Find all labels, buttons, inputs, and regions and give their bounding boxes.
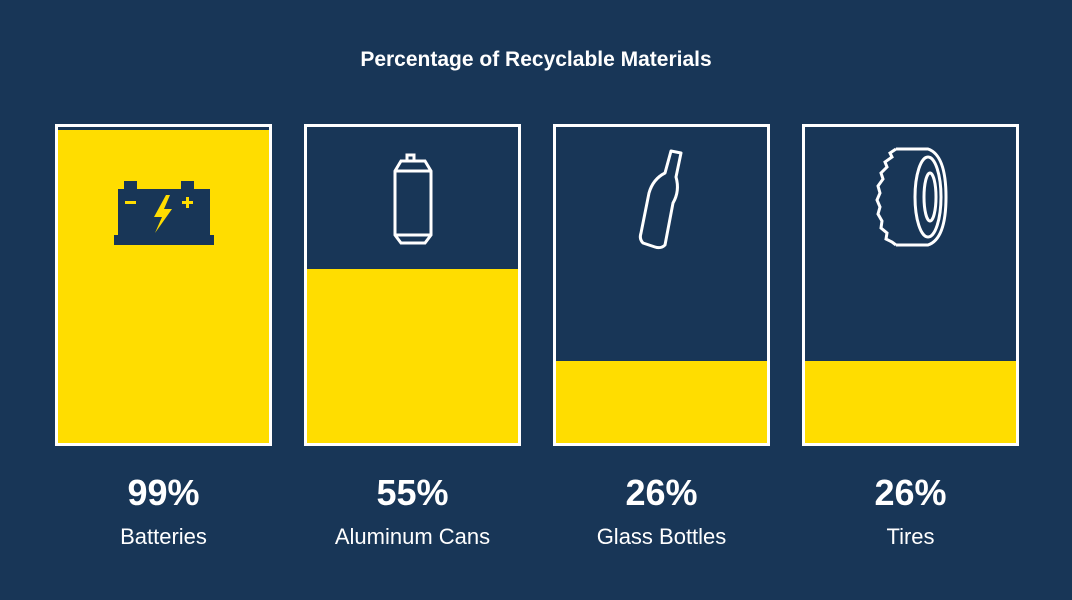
can-icon: [307, 151, 518, 247]
bar-card-tires: [802, 124, 1019, 446]
bar-card-batteries: [55, 124, 272, 446]
category-label-batteries: Batteries: [120, 524, 207, 549]
bar-fill: [307, 269, 518, 443]
bar-card-aluminum-cans: [304, 124, 521, 446]
battery-icon: [58, 179, 269, 249]
category-label-tires: Tires: [886, 524, 935, 549]
bar-fill: [805, 360, 1016, 443]
bar-fill: [58, 130, 269, 443]
value-label-glass-bottles: 26%: [625, 472, 698, 513]
chart-title: Percentage of Recyclable Materials: [360, 48, 712, 71]
bottle-icon: [556, 147, 767, 251]
value-label-batteries: 99%: [127, 472, 200, 513]
value-label-tires: 26%: [874, 472, 947, 513]
category-label-glass-bottles: Glass Bottles: [596, 524, 727, 549]
tire-icon: [805, 145, 1016, 249]
bar-fill: [556, 360, 767, 443]
category-label-aluminum-cans: Aluminum Cans: [334, 524, 491, 549]
bar-card-glass-bottles: [553, 124, 770, 446]
value-label-aluminum-cans: 55%: [376, 472, 449, 513]
